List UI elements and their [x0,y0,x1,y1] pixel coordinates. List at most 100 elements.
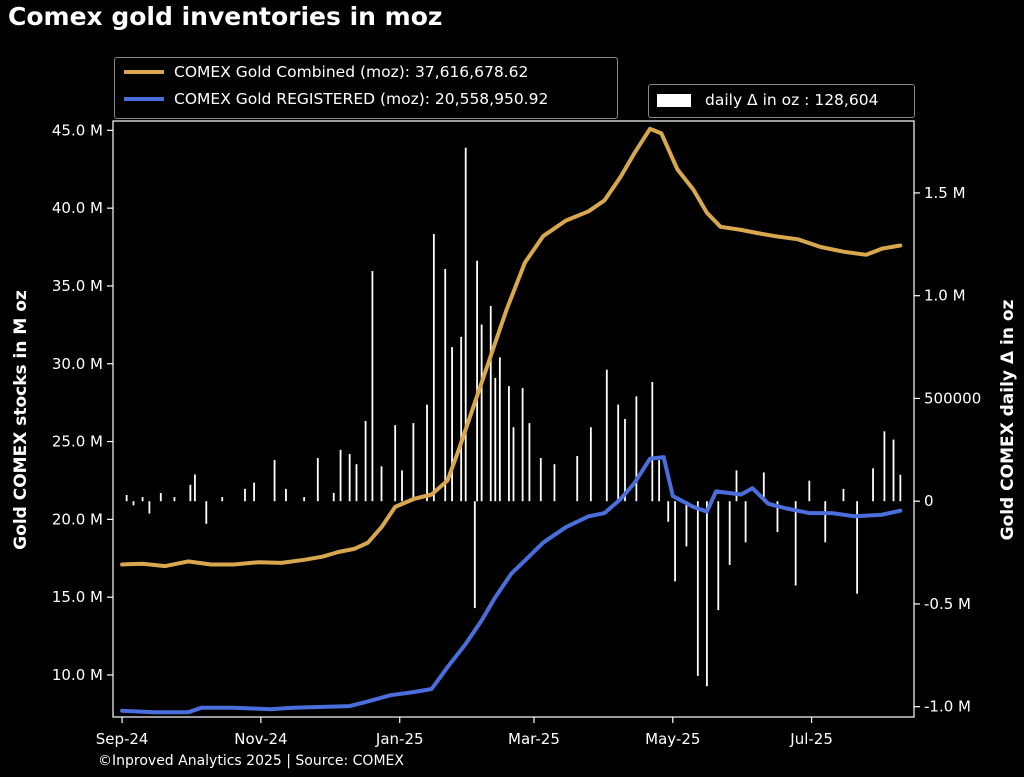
daily-change-bar [332,492,335,502]
daily-change-bar [412,423,415,502]
legend-swatch-daily [657,93,691,107]
right-axis-ticks: -1.0 M -0.5 M 0 500000 1.0 M 1.5 M [914,184,981,716]
daily-change-bar [348,453,351,502]
daily-change-bar [460,336,463,502]
legend-bars: daily Δ in oz : 128,604 [648,84,915,118]
daily-change-bar [451,347,453,502]
daily-change-bar [728,501,731,565]
daily-change-bar [355,464,358,502]
legend-label-combined: COMEX Gold Combined (moz): 37,616,678.62 [174,63,529,81]
x-tick-label: Mar-25 [508,730,560,748]
daily-change-bar [842,488,845,502]
daily-change-bar [480,324,483,502]
daily-change-bar [205,501,208,524]
daily-change-bar [717,501,720,611]
daily-change-bar [476,260,478,502]
daily-change-bar [148,501,151,514]
daily-change-bar [512,427,515,502]
combined-series-line [120,126,903,569]
legend-label-registered: COMEX Gold REGISTERED (moz): 20,558,950.… [174,90,549,108]
daily-change-bar [735,470,738,502]
x-tick-label: Jul-25 [789,730,833,748]
daily-change-bar [141,497,144,502]
daily-change-bar [762,472,765,502]
left-tick-label: 45.0 M [52,121,103,139]
chart-title: Comex gold inventories in moz [8,2,443,31]
daily-change-bar [394,425,397,502]
daily-change-bar [426,404,428,502]
right-axis-label: Gold COMEX daily Δ in oz [998,299,1018,540]
legend-swatch-registered [124,97,164,101]
daily-change-bar [508,386,510,502]
daily-change-bar [364,421,367,502]
daily-change-bar [589,427,592,502]
plot-area [112,120,915,718]
daily-change-bar [132,501,135,506]
x-tick-label: May-25 [645,730,700,748]
daily-change-bar [872,468,874,502]
daily-change-bar [159,492,162,502]
daily-change-bar [856,501,859,594]
daily-change-bar [635,396,638,502]
left-tick-label: 35.0 M [52,277,103,295]
legend-swatch-combined [124,70,164,74]
daily-change-bar [883,431,886,502]
daily-change-bar [539,458,542,502]
daily-change-bars [125,147,902,687]
daily-change-bar [794,501,797,586]
daily-change-bar [401,470,403,502]
legend-item-daily: daily Δ in oz : 128,604 [657,91,878,109]
daily-change-bar [776,501,779,533]
daily-change-bar [173,497,176,502]
daily-change-bar [371,271,374,502]
daily-change-bar [808,480,811,502]
daily-change-bar [617,404,620,502]
left-tick-label: 15.0 M [52,588,103,606]
daily-change-bar [489,305,492,502]
daily-change-bar [339,449,342,502]
daily-change-bar [667,501,670,522]
x-tick-label: Jan-25 [375,730,424,748]
legend-lines: COMEX Gold Combined (moz): 37,616,678.62… [114,57,618,119]
source-footer: ©Inproved Analytics 2025 | Source: COMEX [98,753,404,769]
daily-change-bar [464,147,467,502]
daily-change-bar [273,460,276,502]
daily-change-bar [285,488,287,502]
right-tick-label: -0.5 M [924,595,971,613]
daily-change-bar [899,474,902,502]
daily-change-bar [553,464,556,502]
daily-change-bar [498,357,501,502]
left-axis-ticks: 10.0 M 15.0 M 20.0 M 25.0 M 30.0 M 35.0 M 40.0… [52,121,113,684]
daily-change-bar [658,460,661,502]
right-tick-label: 1.5 M [924,184,966,202]
daily-change-bar [706,501,708,687]
daily-change-bar [521,388,524,502]
daily-change-bar [685,501,688,547]
daily-change-bar [444,268,447,502]
right-tick-label: 1.0 M [924,287,966,305]
daily-change-bar [316,458,319,502]
daily-change-bar [253,482,255,502]
daily-change-bar [605,369,608,502]
left-tick-label: 20.0 M [52,510,103,528]
daily-change-bar [194,474,196,502]
right-tick-label: 500000 [924,389,981,407]
left-tick-label: 40.0 M [52,199,103,217]
daily-change-bar [824,501,827,543]
daily-change-bar [624,419,626,502]
daily-change-bar [744,501,747,543]
daily-change-bar [380,466,383,502]
legend-item-registered: COMEX Gold REGISTERED (moz): 20,558,950.… [124,90,548,108]
daily-change-bar [303,497,306,502]
right-tick-label: 0 [924,492,934,510]
daily-change-bar [528,423,531,502]
x-tick-label: Nov-24 [234,730,287,748]
x-axis-ticks: Sep-24 Nov-24 Jan-25 Mar-25 May-25 Jul-25 [96,717,833,748]
x-tick-label: Sep-24 [96,730,149,748]
daily-change-bar [696,501,699,676]
daily-change-bar [244,488,246,502]
right-tick-label: -1.0 M [924,698,971,716]
daily-change-bar [473,501,476,609]
left-axis-label: Gold COMEX stocks in M oz [11,290,31,550]
